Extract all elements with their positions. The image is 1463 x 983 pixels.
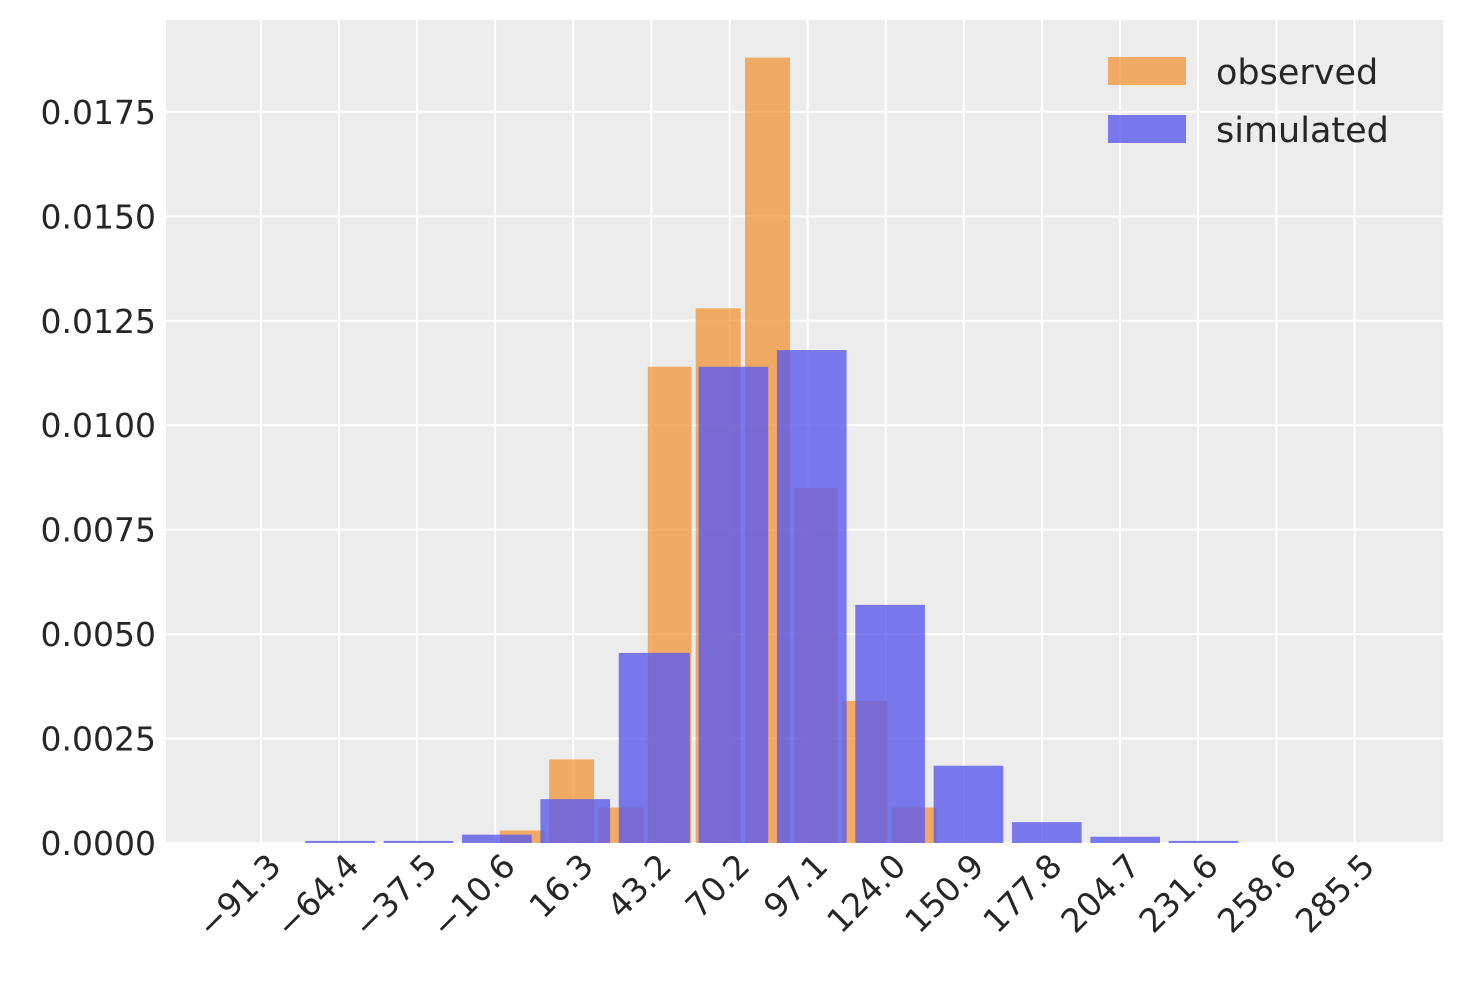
x-tick-label: −10.6: [424, 846, 523, 945]
y-tick-label: 0.0100: [41, 406, 156, 445]
grid: [166, 20, 1443, 844]
bar-simulated: [618, 652, 690, 843]
bar-simulated: [933, 765, 1004, 843]
bars: [305, 57, 1239, 843]
y-tick-label: 0.0150: [41, 197, 156, 236]
y-tick-label: 0.0125: [41, 302, 156, 341]
bar-simulated: [462, 834, 532, 843]
x-tick-label: 70.2: [678, 846, 758, 926]
x-tick-label: 204.7: [1053, 846, 1147, 940]
legend-label-observed: observed: [1216, 53, 1378, 93]
bar-simulated: [776, 350, 847, 843]
x-tick-label: 124.0: [819, 846, 913, 940]
y-tick-label: 0.0000: [41, 824, 156, 863]
x-tick-label: −91.3: [189, 846, 288, 945]
bar-simulated: [540, 799, 611, 843]
legend: observed simulated: [1108, 53, 1389, 151]
x-tick-label: 43.2: [599, 846, 679, 926]
y-tick-label: 0.0050: [41, 615, 156, 654]
y-tick-label: 0.0025: [41, 720, 156, 759]
legend-label-simulated: simulated: [1216, 111, 1389, 151]
bar-simulated: [383, 840, 454, 843]
bar-simulated: [698, 366, 769, 843]
x-tick-label: 231.6: [1131, 846, 1225, 940]
bar-simulated: [1168, 840, 1239, 843]
x-tick-label: 177.8: [975, 846, 1069, 940]
legend-swatch-simulated: [1108, 115, 1186, 143]
bar-simulated: [305, 840, 375, 843]
x-tick-label: −64.4: [268, 846, 367, 945]
legend-swatch-observed: [1108, 57, 1186, 85]
bar-simulated: [855, 604, 925, 843]
x-axis: −91.3−64.4−37.5−10.616.343.270.297.1124.…: [189, 846, 1382, 945]
x-tick-label: 16.3: [521, 846, 601, 926]
y-tick-label: 0.0075: [41, 511, 156, 550]
y-axis: 0.0000 0.0025 0.0050 0.0075 0.0100 0.0125 0.01…: [41, 93, 156, 863]
x-tick-label: 285.5: [1288, 846, 1382, 940]
bar-simulated: [1012, 822, 1082, 843]
bar-simulated: [1090, 836, 1161, 843]
x-tick-label: −37.5: [346, 846, 445, 945]
y-tick-label: 0.0175: [41, 93, 156, 132]
x-tick-label: 258.6: [1210, 846, 1304, 940]
x-tick-label: 150.9: [897, 846, 991, 940]
